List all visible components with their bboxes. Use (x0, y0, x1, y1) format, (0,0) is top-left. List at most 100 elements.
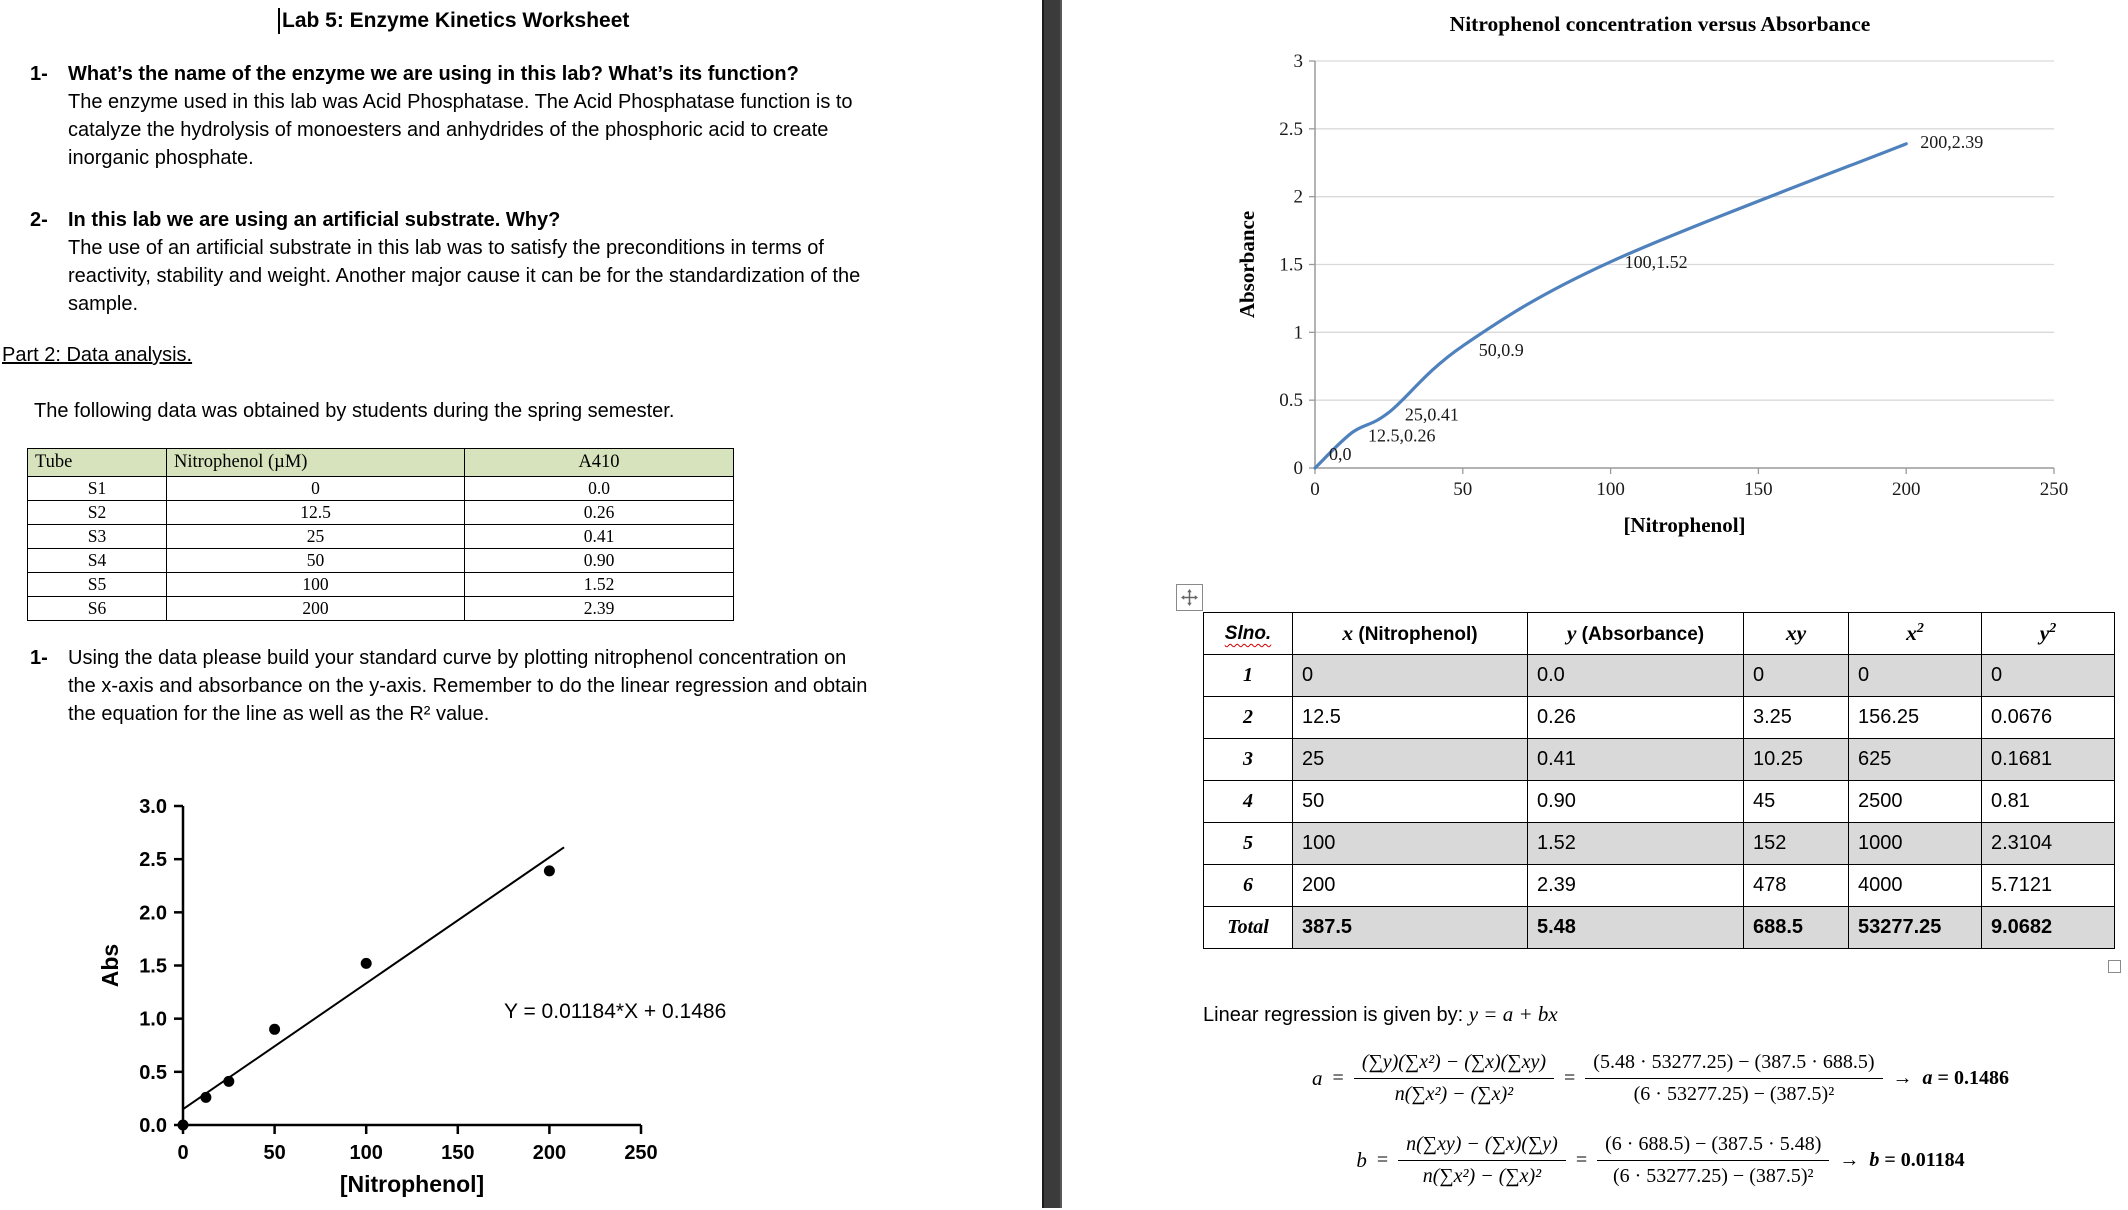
svg-text:150: 150 (1744, 479, 1773, 500)
table-cell: 0.26 (464, 500, 734, 525)
svg-text:[Nitrophenol]: [Nitrophenol] (1623, 513, 1745, 537)
regression-intro-text: Linear regression is given by: (1203, 1004, 1469, 1026)
table-cell: 0.81 (1981, 780, 2115, 823)
table-cell: 0.1681 (1981, 738, 2115, 781)
question-1-text: What’s the name of the enzyme we are usi… (68, 63, 799, 85)
calc-table-header: x2 (1848, 612, 1982, 655)
table-cell: 5.7121 (1981, 864, 2115, 907)
table-cell: 0.90 (464, 548, 734, 573)
svg-text:2.5: 2.5 (139, 849, 167, 871)
table-cell: 156.25 (1848, 696, 1982, 739)
table-resize-handle[interactable] (2108, 960, 2121, 973)
table-cell: S4 (27, 548, 167, 573)
table-cell: 1000 (1848, 822, 1982, 865)
data-table-header-row: Tube Nitrophenol (µM) A410 (27, 448, 734, 477)
table-cell: 387.5 (1292, 906, 1528, 949)
svg-text:100: 100 (1596, 479, 1625, 500)
row-label: Total (1203, 906, 1293, 949)
calc-table-header: x (Nitrophenol) (1292, 612, 1528, 655)
table-cell: 478 (1743, 864, 1849, 907)
table-cell: 50 (1292, 780, 1528, 823)
formula-b-lhs: b (1356, 1148, 1367, 1172)
svg-text:100,1.52: 100,1.52 (1625, 252, 1688, 272)
table-cell: S6 (27, 596, 167, 621)
page-title-text: Lab 5: Enzyme Kinetics Worksheet (282, 9, 630, 32)
calc-table-header: y (Absorbance) (1527, 612, 1744, 655)
calc-table-header-row: Slno. x (Nitrophenol) y (Absorbance) xy x2 y2 (1203, 612, 2115, 655)
question-2-text: In this lab we are using an artificial s… (68, 209, 561, 231)
svg-text:0.5: 0.5 (1279, 390, 1303, 411)
svg-text:3.0: 3.0 (139, 796, 167, 818)
table-cell: 0 (1981, 654, 2115, 697)
table-row: S4 50 0.90 (27, 548, 734, 573)
regression-calc-table: Slno. x (Nitrophenol) y (Absorbance) xy x2 y2… (1203, 612, 2115, 949)
table-cell: 0 (1848, 654, 1982, 697)
formula-a-result: a = 0.1486 (1922, 1067, 2009, 1089)
table-cell: 100 (1292, 822, 1528, 865)
nitrophenol-absorbance-line-chart: 0 50 100 150 200 250 0 0.5 1 1.5 2 2.5 3 0,0 12.5,0.26… (1235, 51, 2068, 537)
regression-formula-a: a = (∑y)(∑x²) − (∑x)(∑xy) n(∑x²) − (∑x)²… (1203, 1050, 2118, 1107)
page-title: Lab 5: Enzyme Kinetics Worksheet (278, 8, 629, 34)
table-cell: 0.0 (464, 476, 734, 501)
svg-text:[Nitrophenol]: [Nitrophenol] (340, 1171, 484, 1197)
svg-text:250: 250 (624, 1142, 657, 1164)
formula-a-numeric-fraction: (5.48 · 53277.25) − (387.5 · 688.5) (6 ·… (1585, 1050, 1883, 1107)
table-cell: 200 (166, 596, 465, 621)
table-cell: 2.39 (464, 596, 734, 621)
svg-text:3: 3 (1294, 51, 1304, 72)
svg-text:12.5,0.26: 12.5,0.26 (1368, 426, 1436, 446)
svg-text:200: 200 (1892, 479, 1921, 500)
table-cell: 152 (1743, 822, 1849, 865)
svg-text:Y = 0.01184*X + 0.1486: Y = 0.01184*X + 0.1486 (504, 1000, 726, 1023)
svg-text:0: 0 (1294, 458, 1304, 479)
table-cell: 12.5 (166, 500, 465, 525)
formula-a-numeric-denominator: (6 · 53277.25) − (387.5)² (1633, 1083, 1835, 1105)
svg-text:0: 0 (1310, 479, 1320, 500)
task-1: 1- Using the data please build your stan… (30, 644, 890, 728)
table-row: S3 25 0.41 (27, 524, 734, 549)
text-cursor (278, 8, 280, 34)
row-label: 5 (1203, 822, 1293, 865)
table-cell: 0.0 (1527, 654, 1744, 697)
svg-text:2: 2 (1294, 187, 1304, 208)
svg-text:150: 150 (441, 1142, 474, 1164)
formula-a-lhs: a (1312, 1066, 1323, 1090)
table-cell: 200 (1292, 864, 1528, 907)
row-label: 1 (1203, 654, 1293, 697)
table-cell: 10.25 (1743, 738, 1849, 781)
table-cell: 45 (1743, 780, 1849, 823)
svg-text:50: 50 (263, 1142, 285, 1164)
svg-text:200,2.39: 200,2.39 (1920, 132, 1983, 152)
svg-text:25,0.41: 25,0.41 (1405, 404, 1459, 424)
table-cell: 0 (1292, 654, 1528, 697)
formula-a-equals-2: = (1564, 1067, 1576, 1089)
question-1: 1- What’s the name of the enzyme we are … (30, 60, 890, 172)
table-move-handle-icon[interactable] (1176, 584, 1203, 611)
regression-intro-equation: y = a + bx (1468, 1002, 1558, 1026)
table-cell: 0.90 (1527, 780, 1744, 823)
formula-a-numeric-numerator: (5.48 · 53277.25) − (387.5 · 688.5) (1585, 1050, 1883, 1079)
svg-text:200: 200 (533, 1142, 566, 1164)
table-cell: 2.3104 (1981, 822, 2115, 865)
table-cell: S1 (27, 476, 167, 501)
svg-text:1.5: 1.5 (1279, 255, 1303, 276)
table-cell: 50 (166, 548, 465, 573)
formula-b-numeric-numerator: (6 · 688.5) − (387.5 · 5.48) (1597, 1132, 1830, 1161)
table-cell: 0.41 (1527, 738, 1744, 781)
answer-1-text: The enzyme used in this lab was Acid Pho… (68, 91, 853, 169)
table-cell: 0 (166, 476, 465, 501)
worksheet-left-page: Lab 5: Enzyme Kinetics Worksheet 1- What… (0, 0, 1042, 1208)
formula-a-symbolic-numerator: (∑y)(∑x²) − (∑x)(∑xy) (1353, 1050, 1555, 1079)
formula-a-symbolic-denominator: n(∑x²) − (∑x)² (1394, 1083, 1514, 1105)
svg-text:50,0.9: 50,0.9 (1479, 340, 1524, 360)
calc-table-header: xy (1743, 612, 1849, 655)
svg-text:Absorbance: Absorbance (1235, 211, 1259, 318)
svg-text:1: 1 (1294, 322, 1304, 343)
svg-text:1.5: 1.5 (139, 956, 167, 978)
data-table-header: Tube (27, 448, 167, 477)
table-row: 4 50 0.90 45 2500 0.81 (1203, 780, 2115, 823)
svg-text:0.0: 0.0 (139, 1115, 167, 1137)
table-row: 2 12.5 0.26 3.25 156.25 0.0676 (1203, 696, 2115, 739)
data-intro-text: The following data was obtained by stude… (34, 400, 675, 422)
row-label: 3 (1203, 738, 1293, 781)
